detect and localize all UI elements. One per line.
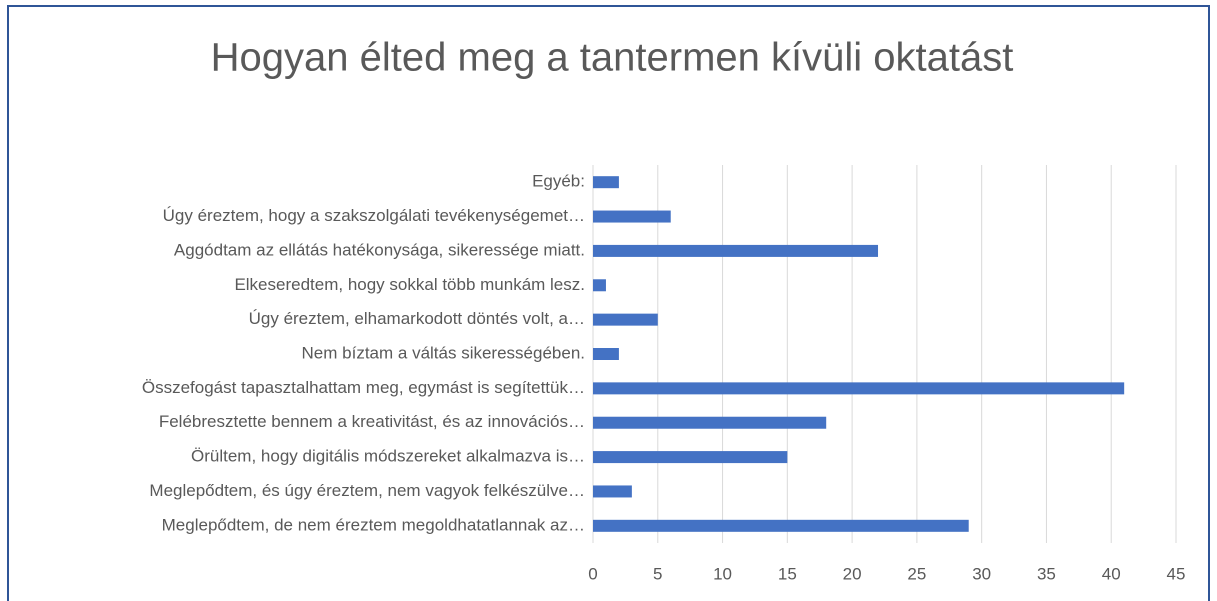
- bar: [593, 416, 827, 429]
- bar: [593, 210, 671, 223]
- x-tick-label: 10: [713, 564, 732, 583]
- bar: [593, 244, 879, 257]
- y-tick-label: Összefogást tapasztalhattam meg, egymást…: [142, 378, 585, 397]
- bar: [593, 519, 969, 532]
- x-tick-label: 35: [1037, 564, 1056, 583]
- x-tick-label: 30: [972, 564, 991, 583]
- y-tick-label: Aggódtam az ellátás hatékonysága, sikere…: [174, 240, 585, 259]
- y-tick-label: Nem bíztam a váltás sikerességében.: [302, 343, 585, 362]
- y-tick-label: Meglepődtem, de nem éreztem megoldhatatl…: [162, 515, 585, 534]
- chart-title: Hogyan élted meg a tantermen kívüli okta…: [211, 36, 1014, 80]
- y-tick-label: Elkeseredtem, hogy sokkal több munkám le…: [234, 275, 585, 294]
- bar: [593, 348, 619, 360]
- bar: [593, 176, 619, 189]
- y-tick-label: Örültem, hogy digitális módszereket alka…: [191, 447, 585, 466]
- x-tick-label: 25: [907, 564, 926, 583]
- x-tick-label: 45: [1167, 564, 1186, 583]
- bar: [593, 382, 1125, 395]
- bar: [593, 451, 788, 464]
- frame: [7, 5, 1210, 601]
- x-tick-label: 15: [778, 564, 797, 583]
- bar: [593, 279, 606, 292]
- y-tick-label: Meglepődtem, és úgy éreztem, nem vagyok …: [149, 481, 585, 500]
- y-tick-label: Egyéb:: [532, 172, 585, 191]
- x-tick-label: 5: [653, 564, 662, 583]
- y-tick-label: Úgy éreztem, elhamarkodott döntés volt, …: [249, 309, 585, 328]
- y-tick-label: Úgy éreztem, hogy a szakszolgálati tevék…: [163, 206, 585, 225]
- bar: [593, 485, 632, 498]
- x-tick-label: 20: [843, 564, 862, 583]
- x-tick-label: 0: [588, 564, 597, 583]
- bar: [593, 313, 658, 326]
- x-tick-label: 40: [1102, 564, 1121, 583]
- y-tick-label: Felébresztette bennem a kreativitást, és…: [159, 412, 585, 431]
